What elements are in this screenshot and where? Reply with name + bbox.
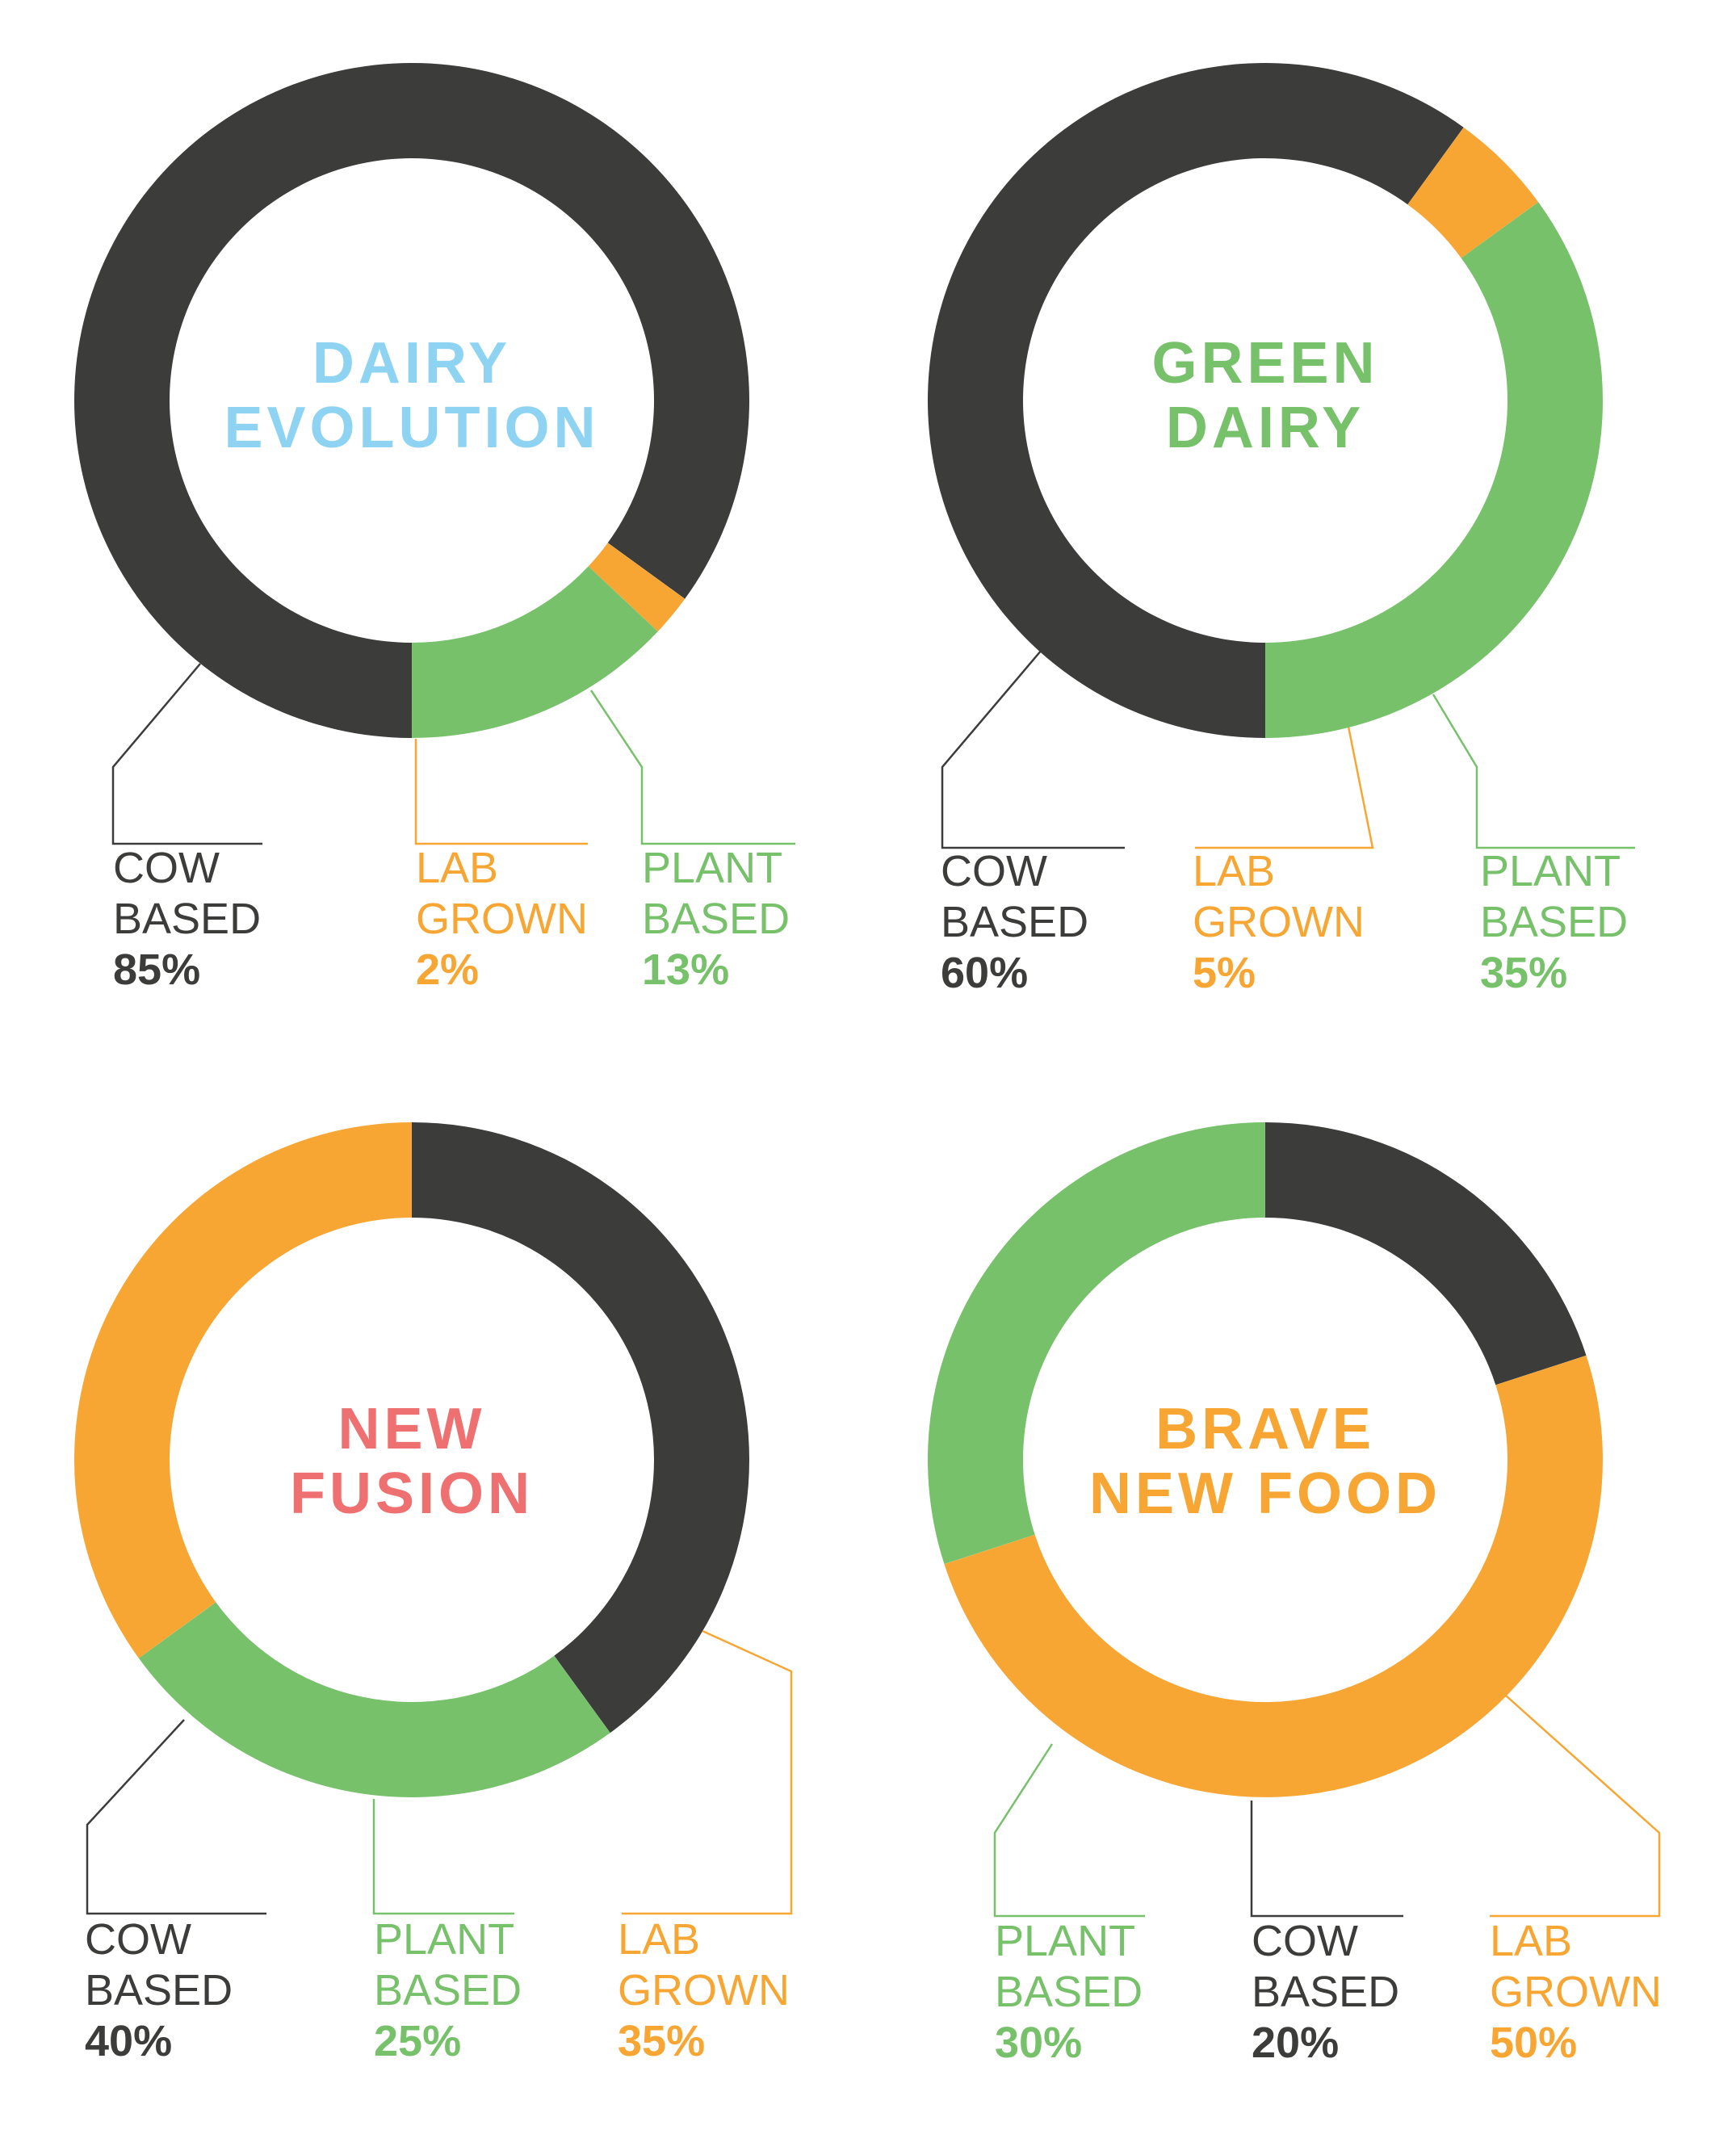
slice-value-label: 60% xyxy=(941,949,1028,997)
donut-slice-plant xyxy=(138,1602,610,1797)
donut-chart: COWBASED60%LABGROWN5%PLANTBASED35%GREEND… xyxy=(927,62,1635,997)
slice-label-line: COW xyxy=(113,844,220,892)
chart-title-line: DAIRY xyxy=(1166,396,1365,460)
callout-leader-line xyxy=(622,1629,793,1915)
slice-label-line: BASED xyxy=(995,1968,1143,2016)
slice-value-label: 40% xyxy=(85,2017,172,2065)
callout-leader-line xyxy=(1195,726,1374,849)
slice-label-line: LAB xyxy=(1193,847,1275,895)
donut-chart: PLANTBASED30%COWBASED20%LABGROWN50%BRAVE… xyxy=(928,1122,1662,2067)
slice-label-line: GROWN xyxy=(1193,898,1365,946)
slice-value-label: 35% xyxy=(1480,949,1567,997)
donut-slice-plant xyxy=(928,1122,1265,1565)
slice-label-line: PLANT xyxy=(1480,847,1621,895)
callout-leader-line xyxy=(941,649,1125,849)
slice-value-label: 35% xyxy=(618,2017,705,2065)
slice-label-line: PLANT xyxy=(642,844,782,892)
slice-value-label: 25% xyxy=(374,2017,461,2065)
slice-label-line: BASED xyxy=(1252,1968,1399,2016)
chart-title-line: EVOLUTION xyxy=(224,396,599,460)
chart-title-line: GREEN xyxy=(1151,331,1378,396)
slice-label-line: PLANT xyxy=(374,1915,514,1964)
callout-leader-line xyxy=(372,1799,514,1915)
slice-label-line: LAB xyxy=(1490,1917,1572,1965)
callout-leader-line xyxy=(993,1743,1145,1918)
callout-leader-line xyxy=(1432,694,1635,849)
callout-leader-line xyxy=(414,739,588,845)
donut-chart: COWBASED40%PLANTBASED25%LABGROWN35%NEWFU… xyxy=(73,1122,793,2065)
slice-label-line: GROWN xyxy=(416,895,588,943)
slice-label-line: COW xyxy=(85,1915,191,1964)
slice-value-label: 5% xyxy=(1193,949,1256,997)
slice-value-label: 50% xyxy=(1490,2019,1577,2067)
donut-chart: COWBASED85%LABGROWN2%PLANTBASED13%DAIRYE… xyxy=(73,63,795,994)
chart-title-line: NEW FOOD xyxy=(1089,1461,1441,1526)
slice-label-line: GROWN xyxy=(1490,1968,1662,2016)
slice-label-line: COW xyxy=(1252,1917,1358,1965)
slice-label-line: BASED xyxy=(113,895,261,943)
slice-label-line: COW xyxy=(941,847,1047,895)
callout-leader-line xyxy=(86,1719,266,1915)
slice-label-line: LAB xyxy=(618,1915,700,1964)
donut-slice-plant xyxy=(1265,202,1603,738)
slice-label-line: BASED xyxy=(1480,898,1628,946)
donut-slice-plant xyxy=(412,566,658,738)
donut-slice-cow xyxy=(412,1122,749,1734)
slice-label-line: GROWN xyxy=(618,1966,790,2015)
callout-leader-line xyxy=(111,663,262,845)
donut-slice-lab xyxy=(73,1122,412,1658)
slice-label-line: BASED xyxy=(642,895,790,943)
donut-slice-lab xyxy=(588,543,686,632)
donut-slice-cow xyxy=(1265,1122,1587,1386)
slice-value-label: 20% xyxy=(1252,2019,1339,2067)
slice-label-line: BASED xyxy=(85,1966,233,2015)
donut-slice-cow xyxy=(927,62,1464,739)
slice-value-label: 2% xyxy=(416,945,479,994)
callout-leader-line xyxy=(589,690,795,845)
chart-title-line: DAIRY xyxy=(312,331,511,396)
slice-value-label: 30% xyxy=(995,2019,1082,2067)
slice-label-line: BASED xyxy=(374,1966,522,2015)
chart-title-line: FUSION xyxy=(290,1461,534,1526)
donut-slice-lab xyxy=(944,1355,1603,1797)
chart-title-line: NEW xyxy=(338,1397,486,1461)
callout-leader-line xyxy=(1250,1801,1403,1918)
slice-label-line: LAB xyxy=(416,844,498,892)
callout-leader-line xyxy=(1490,1695,1661,1918)
chart-title-line: BRAVE xyxy=(1155,1397,1375,1461)
donut-slice-lab xyxy=(1407,127,1539,258)
slice-value-label: 85% xyxy=(113,945,200,994)
slice-label-line: BASED xyxy=(941,898,1088,946)
slice-value-label: 13% xyxy=(642,945,729,994)
slice-label-line: PLANT xyxy=(995,1917,1135,1965)
